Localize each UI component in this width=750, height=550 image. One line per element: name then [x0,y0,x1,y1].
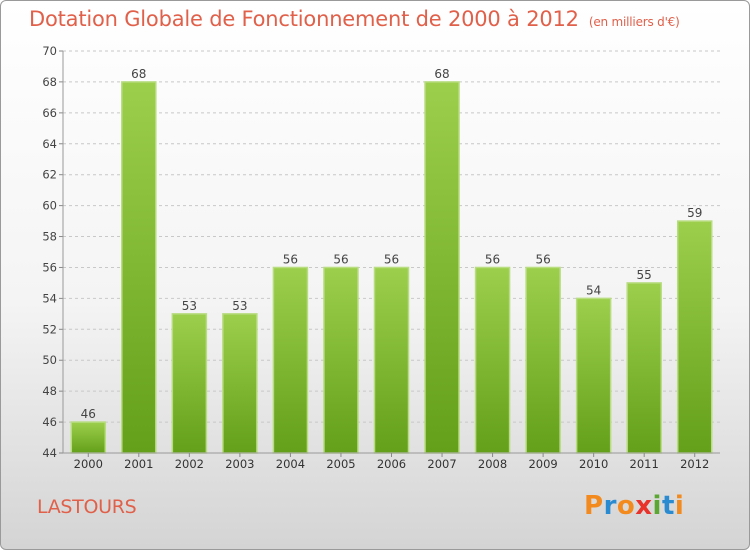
axis-layer: 44 46 48 50 52 54 56 58 60 62 64 66 68 70 2000 2001 2002… [42,44,720,471]
proxiti-logo[interactable]: Proxiti [584,491,684,521]
chart-title: Dotation Globale de Fonctionnement de 20… [29,7,680,31]
y-tick-label: 64 [42,137,57,151]
bar-value-label: 54 [586,283,601,297]
y-tick-label: 60 [42,199,57,213]
x-tick-label: 2008 [478,457,507,471]
bar [373,266,410,454]
y-tick-label: 52 [42,322,57,336]
x-tick-label: 2006 [377,457,406,471]
logo-letter: x [635,491,653,521]
logo-letter: P [584,491,604,521]
y-tick-label: 68 [42,75,57,89]
bar [424,81,460,454]
x-tick-label: 2003 [225,457,254,471]
x-tick-label: 2000 [74,457,103,471]
y-tick-label: 46 [42,415,57,429]
y-tick-label: 48 [42,384,57,398]
y-tick-label: 56 [42,260,57,274]
logo-letter: o [616,491,636,521]
bar [474,266,511,454]
x-tick-label: 2012 [680,457,709,471]
bar-value-label: 55 [637,268,652,282]
y-tick-label: 70 [42,44,57,58]
bar [676,220,713,454]
y-tick-label: 44 [42,446,57,460]
bar [626,282,662,454]
bar-value-label: 56 [535,252,550,266]
bar [171,313,208,454]
place-name: LASTOURS [37,496,137,518]
x-tick-label: 2001 [124,457,153,471]
x-tick-label: 2007 [427,457,456,471]
bar-value-label: 56 [333,252,348,266]
y-tick-label: 50 [42,353,57,367]
bar-value-label: 59 [687,206,702,220]
bar [575,297,612,454]
x-tick-label: 2010 [579,457,608,471]
chart-subtitle: (en milliers d'€) [588,15,680,29]
y-tick-label: 54 [42,291,57,305]
y-tick-label: 66 [42,106,57,120]
logo-letter: r [603,491,617,521]
bar [272,266,309,454]
logo-letter: i [652,491,662,521]
x-tick-label: 2011 [630,457,659,471]
logo-letter: i [674,491,685,521]
bar [121,81,157,454]
bar-value-label: 46 [81,407,96,421]
bar-value-label: 68 [434,67,449,81]
logo-letter: t [661,491,675,521]
y-tick-label: 58 [42,230,57,244]
bar [525,266,561,454]
chart-title-text: Dotation Globale de Fonctionnement de 20… [29,7,579,31]
y-tick-label: 62 [42,168,57,182]
x-tick-label: 2002 [175,457,204,471]
bar-value-label: 56 [485,252,500,266]
bar [323,266,359,454]
bar-value-label: 53 [182,299,197,313]
bar-value-label: 56 [384,252,399,266]
x-tick-label: 2004 [276,457,305,471]
bar-value-label: 56 [283,252,298,266]
x-tick-label: 2005 [326,457,355,471]
bar-value-label: 53 [232,299,247,313]
bars-layer: 46 68 53 53 56 56 56 68 56 56 54 55 59 [70,67,713,454]
bar [222,313,258,454]
x-tick-label: 2009 [528,457,557,471]
bar [70,421,107,454]
bar-value-label: 68 [131,67,146,81]
